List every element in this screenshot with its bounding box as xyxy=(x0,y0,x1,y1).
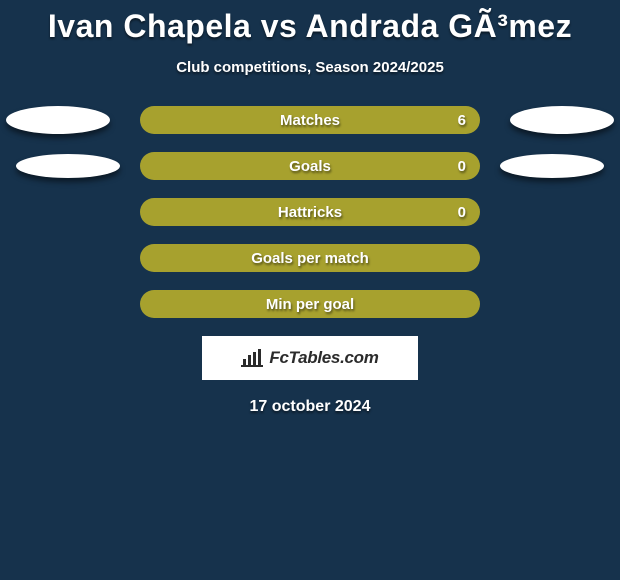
stat-value: 6 xyxy=(458,106,466,134)
source-badge: FcTables.com xyxy=(202,336,418,380)
source-badge-text: FcTables.com xyxy=(269,348,378,368)
stat-bar: Goals per match xyxy=(140,244,480,272)
page-title: Ivan Chapela vs Andrada GÃ³mez xyxy=(0,0,620,45)
stat-row-min-per-goal: Min per goal xyxy=(0,290,620,318)
stat-row-goals: Goals 0 xyxy=(0,152,620,180)
stat-label: Matches xyxy=(140,106,480,134)
stat-label: Goals xyxy=(140,152,480,180)
page-subtitle: Club competitions, Season 2024/2025 xyxy=(0,59,620,76)
stat-label: Goals per match xyxy=(140,244,480,272)
stat-value: 0 xyxy=(458,152,466,180)
oval-left-icon xyxy=(16,154,120,178)
stats-card: Ivan Chapela vs Andrada GÃ³mez Club comp… xyxy=(0,0,620,416)
bar-chart-icon xyxy=(241,349,263,367)
stat-row-goals-per-match: Goals per match xyxy=(0,244,620,272)
stat-bar: Hattricks 0 xyxy=(140,198,480,226)
stat-label: Min per goal xyxy=(140,290,480,318)
stat-bar: Goals 0 xyxy=(140,152,480,180)
stat-bar: Matches 6 xyxy=(140,106,480,134)
stat-value: 0 xyxy=(458,198,466,226)
oval-right-icon xyxy=(500,154,604,178)
stat-row-matches: Matches 6 xyxy=(0,106,620,134)
oval-left-icon xyxy=(6,106,110,134)
stat-label: Hattricks xyxy=(140,198,480,226)
date-text: 17 october 2024 xyxy=(0,398,620,416)
oval-right-icon xyxy=(510,106,614,134)
stat-row-hattricks: Hattricks 0 xyxy=(0,198,620,226)
stat-rows: Matches 6 Goals 0 Hattricks 0 xyxy=(0,106,620,318)
stat-bar: Min per goal xyxy=(140,290,480,318)
